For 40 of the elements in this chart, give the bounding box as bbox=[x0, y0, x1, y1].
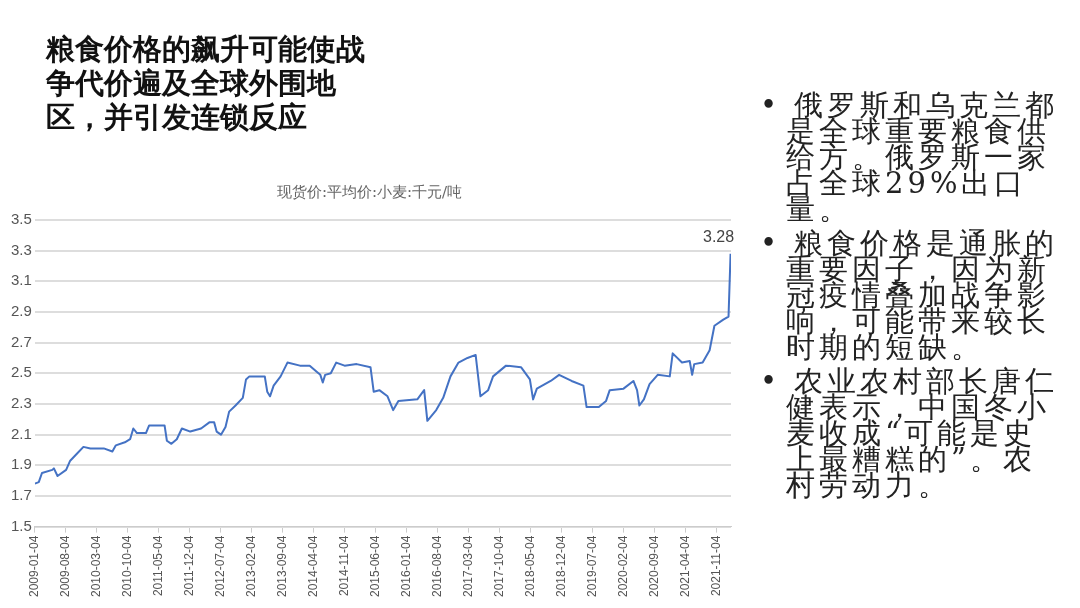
text: • 粮食价格是通胀的重要因子，因为新冠疫情叠加战争影响，可能带来较长时期的短缺。 bbox=[760, 226, 1060, 364]
x-tick-label: 2021-11-04 bbox=[708, 535, 723, 597]
y-tick-label: 1.5 bbox=[10, 516, 32, 534]
text: • 俄罗斯和乌克兰都是全球重要粮食供给方。俄罗斯一家占全球29%出口量。 bbox=[760, 88, 1060, 226]
x-tick-label: 2018-12-04 bbox=[553, 535, 568, 598]
y-tick-label: 3.3 bbox=[10, 240, 32, 258]
x-tick-label: 2018-05-04 bbox=[522, 535, 537, 598]
x-tick-label: 2011-12-04 bbox=[181, 535, 196, 597]
x-tick-label: 2012-07-04 bbox=[212, 535, 227, 598]
x-tick-label: 2016-08-04 bbox=[429, 535, 444, 598]
x-tick-label: 2020-09-04 bbox=[646, 535, 661, 598]
chart-subtitle: 现货价:平均价:小麦:千元/吨 bbox=[276, 182, 463, 201]
x-tick-label: 2010-03-04 bbox=[88, 535, 103, 598]
x-tick-label: 2020-02-04 bbox=[615, 535, 630, 598]
x-tick-label: 2014-11-04 bbox=[336, 535, 351, 597]
x-tick-label: 2017-10-04 bbox=[491, 535, 506, 598]
x-tick-label: 2021-04-04 bbox=[677, 535, 692, 598]
x-tick-label: 2009-01-04 bbox=[27, 535, 42, 598]
x-tick-label: 2011-05-04 bbox=[150, 535, 165, 597]
x-tick-label: 2014-04-04 bbox=[305, 535, 320, 598]
y-tick-label: 2.5 bbox=[10, 363, 32, 381]
x-tick-label: 2013-02-04 bbox=[244, 535, 259, 598]
y-tick-label: 2.7 bbox=[10, 332, 32, 350]
data-label: 3.28 bbox=[702, 228, 735, 246]
y-tick-label: 3.5 bbox=[10, 210, 32, 228]
y-tick-label: 2.1 bbox=[10, 424, 32, 442]
y-tick-label: 3.1 bbox=[10, 271, 32, 289]
y-tick-label: 1.9 bbox=[10, 455, 32, 473]
y-tick-label: 2.3 bbox=[10, 394, 32, 412]
chart-title: 粮食价格的飙升可能使战争代价遍及全球外围地区，并引发连锁反应 bbox=[46, 32, 366, 134]
y-tick-label: 2.9 bbox=[10, 302, 32, 320]
x-tick-label: 2009-08-04 bbox=[57, 535, 72, 598]
x-tick-label: 2016-01-04 bbox=[398, 535, 413, 598]
x-tick-label: 2015-06-04 bbox=[367, 535, 382, 598]
x-tick-label: 2010-10-04 bbox=[119, 535, 134, 598]
x-tick-label: 2013-09-04 bbox=[274, 535, 289, 598]
y-tick-label: 1.7 bbox=[10, 486, 32, 504]
x-tick-label: 2017-03-04 bbox=[460, 535, 475, 598]
text: • 农业农村部长唐仁健表示，中国冬小麦收成“可能是史上最糟糕的”。农村劳动力。 bbox=[760, 364, 1060, 502]
x-tick-label: 2019-07-04 bbox=[584, 535, 599, 598]
